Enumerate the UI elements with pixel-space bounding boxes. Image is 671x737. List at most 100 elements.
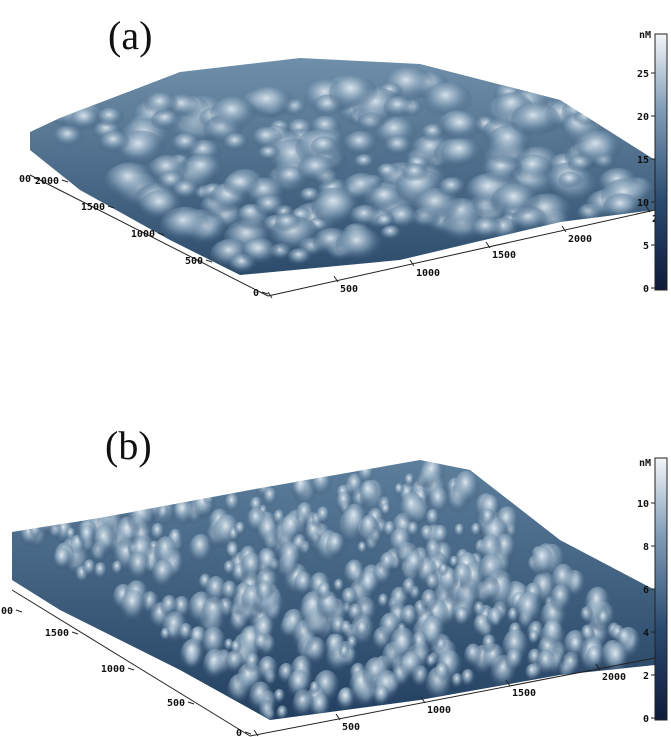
panel-label-b: (b) bbox=[105, 423, 152, 468]
surface-peak bbox=[223, 560, 236, 578]
surface-peak bbox=[315, 506, 331, 527]
surface-peak bbox=[324, 633, 345, 661]
surface-peak bbox=[542, 618, 564, 649]
colorbar-tick-label: 10 bbox=[637, 499, 649, 510]
surface-peak bbox=[471, 216, 503, 241]
left-axis-tick-label: 0 bbox=[253, 288, 259, 299]
surface-peak bbox=[144, 92, 179, 118]
surface-peak bbox=[597, 610, 610, 629]
colorbar-tick-label: 15 bbox=[637, 155, 649, 166]
surface-peak bbox=[378, 551, 397, 577]
surface-peak bbox=[335, 491, 353, 516]
surface-peak bbox=[188, 533, 214, 569]
surface-peak bbox=[486, 607, 504, 632]
surface-peak bbox=[452, 470, 481, 510]
surface-peak bbox=[256, 581, 274, 605]
surface-peak bbox=[92, 525, 118, 561]
surface-peak bbox=[480, 508, 496, 529]
surface-peak bbox=[36, 504, 61, 539]
colorbar-a: nM 0 5 10 15 20 25 bbox=[637, 30, 668, 295]
surface-peak bbox=[310, 136, 338, 157]
surface-peak bbox=[438, 563, 449, 578]
surface-peak bbox=[460, 668, 476, 690]
surface-peak bbox=[127, 499, 155, 538]
colorbar-tick-label: 0 bbox=[643, 284, 649, 295]
surface-peak bbox=[139, 189, 183, 223]
surface-peak bbox=[325, 532, 346, 561]
surface-peak bbox=[531, 546, 554, 578]
surface-peak bbox=[440, 111, 483, 143]
surface-peak bbox=[328, 75, 378, 113]
surface-peak bbox=[423, 82, 473, 120]
surface-peak bbox=[254, 194, 286, 218]
surface-peak bbox=[503, 58, 549, 86]
axes-b: 050010001500000500100015002000 bbox=[1, 589, 656, 737]
surface-peak bbox=[226, 543, 240, 562]
surface-peak bbox=[202, 648, 228, 685]
surface-peak bbox=[343, 130, 379, 158]
surface-peak bbox=[311, 187, 361, 225]
bottom-axis-tick-label: 1500 bbox=[492, 250, 516, 261]
colorbar-tick-label: 20 bbox=[637, 112, 649, 123]
surface-peak bbox=[360, 514, 378, 540]
colorbar-tick-label: 10 bbox=[637, 198, 649, 209]
surface-peak bbox=[502, 65, 544, 97]
surface-peak bbox=[402, 163, 429, 184]
surface-peak bbox=[104, 162, 156, 202]
surface-peak bbox=[440, 137, 483, 169]
surface-peak bbox=[171, 132, 201, 155]
surface-peak bbox=[251, 126, 283, 150]
surface-peak bbox=[276, 705, 289, 720]
bottom-axis-tick-label: 2000 bbox=[568, 234, 592, 245]
surface-peak bbox=[510, 102, 561, 140]
surface-peak bbox=[220, 580, 239, 606]
surface-peak bbox=[580, 624, 595, 644]
surface-peak bbox=[420, 589, 439, 615]
surface-peak bbox=[53, 547, 72, 573]
bottom-axis-tick-label: 2000 bbox=[602, 672, 626, 683]
surface-peak bbox=[234, 521, 246, 539]
surface-peak bbox=[69, 107, 101, 131]
surface-peak bbox=[96, 107, 125, 129]
surface-peak bbox=[452, 563, 473, 592]
surface-peak bbox=[376, 163, 400, 181]
panel-label-a: (a) bbox=[108, 13, 153, 58]
surface-peak bbox=[572, 130, 623, 168]
surface-peak bbox=[377, 593, 390, 611]
surface-peak bbox=[477, 553, 505, 592]
surface-peak bbox=[210, 96, 258, 133]
afm-surface-a: 050010001500200000050010001500200025 nM0… bbox=[19, 30, 668, 299]
surface-peak bbox=[394, 483, 405, 498]
surface-peak bbox=[419, 460, 446, 494]
surface-peak bbox=[508, 61, 541, 87]
left-axis-tick-label: 500 bbox=[167, 698, 185, 709]
surface-peak bbox=[434, 662, 450, 685]
left-axis-tick-label: 1500 bbox=[81, 202, 105, 213]
surface-peak bbox=[403, 473, 416, 490]
surface-peak bbox=[574, 109, 598, 128]
surface-peak bbox=[353, 153, 376, 170]
surface-peak bbox=[98, 130, 131, 155]
surface-peak bbox=[424, 539, 442, 564]
left-axis-tick-label: 2000 bbox=[35, 176, 59, 187]
surface-peak bbox=[384, 135, 414, 158]
bottom-axis-tick-label: 1000 bbox=[427, 705, 451, 716]
surface-peak bbox=[346, 635, 359, 653]
surface-peak bbox=[244, 652, 261, 676]
surface-peak bbox=[399, 492, 426, 529]
surface-peak bbox=[181, 153, 224, 186]
left-axis-tick-label: 0 bbox=[236, 728, 242, 737]
surface-peak bbox=[425, 573, 440, 595]
surface-peak bbox=[178, 622, 194, 645]
left-axis-tick-label: 500 bbox=[185, 256, 203, 267]
surface-peak bbox=[93, 562, 108, 582]
surface-peak bbox=[111, 560, 124, 578]
surface-peak bbox=[388, 527, 413, 561]
surface-peak bbox=[470, 522, 482, 540]
surface-peak bbox=[82, 559, 97, 579]
surface-peak bbox=[280, 513, 303, 545]
surface-peak bbox=[528, 630, 540, 647]
colorbar-tick-label: 8 bbox=[643, 542, 649, 553]
surface-peak bbox=[549, 584, 573, 617]
surface-peak bbox=[171, 179, 201, 202]
